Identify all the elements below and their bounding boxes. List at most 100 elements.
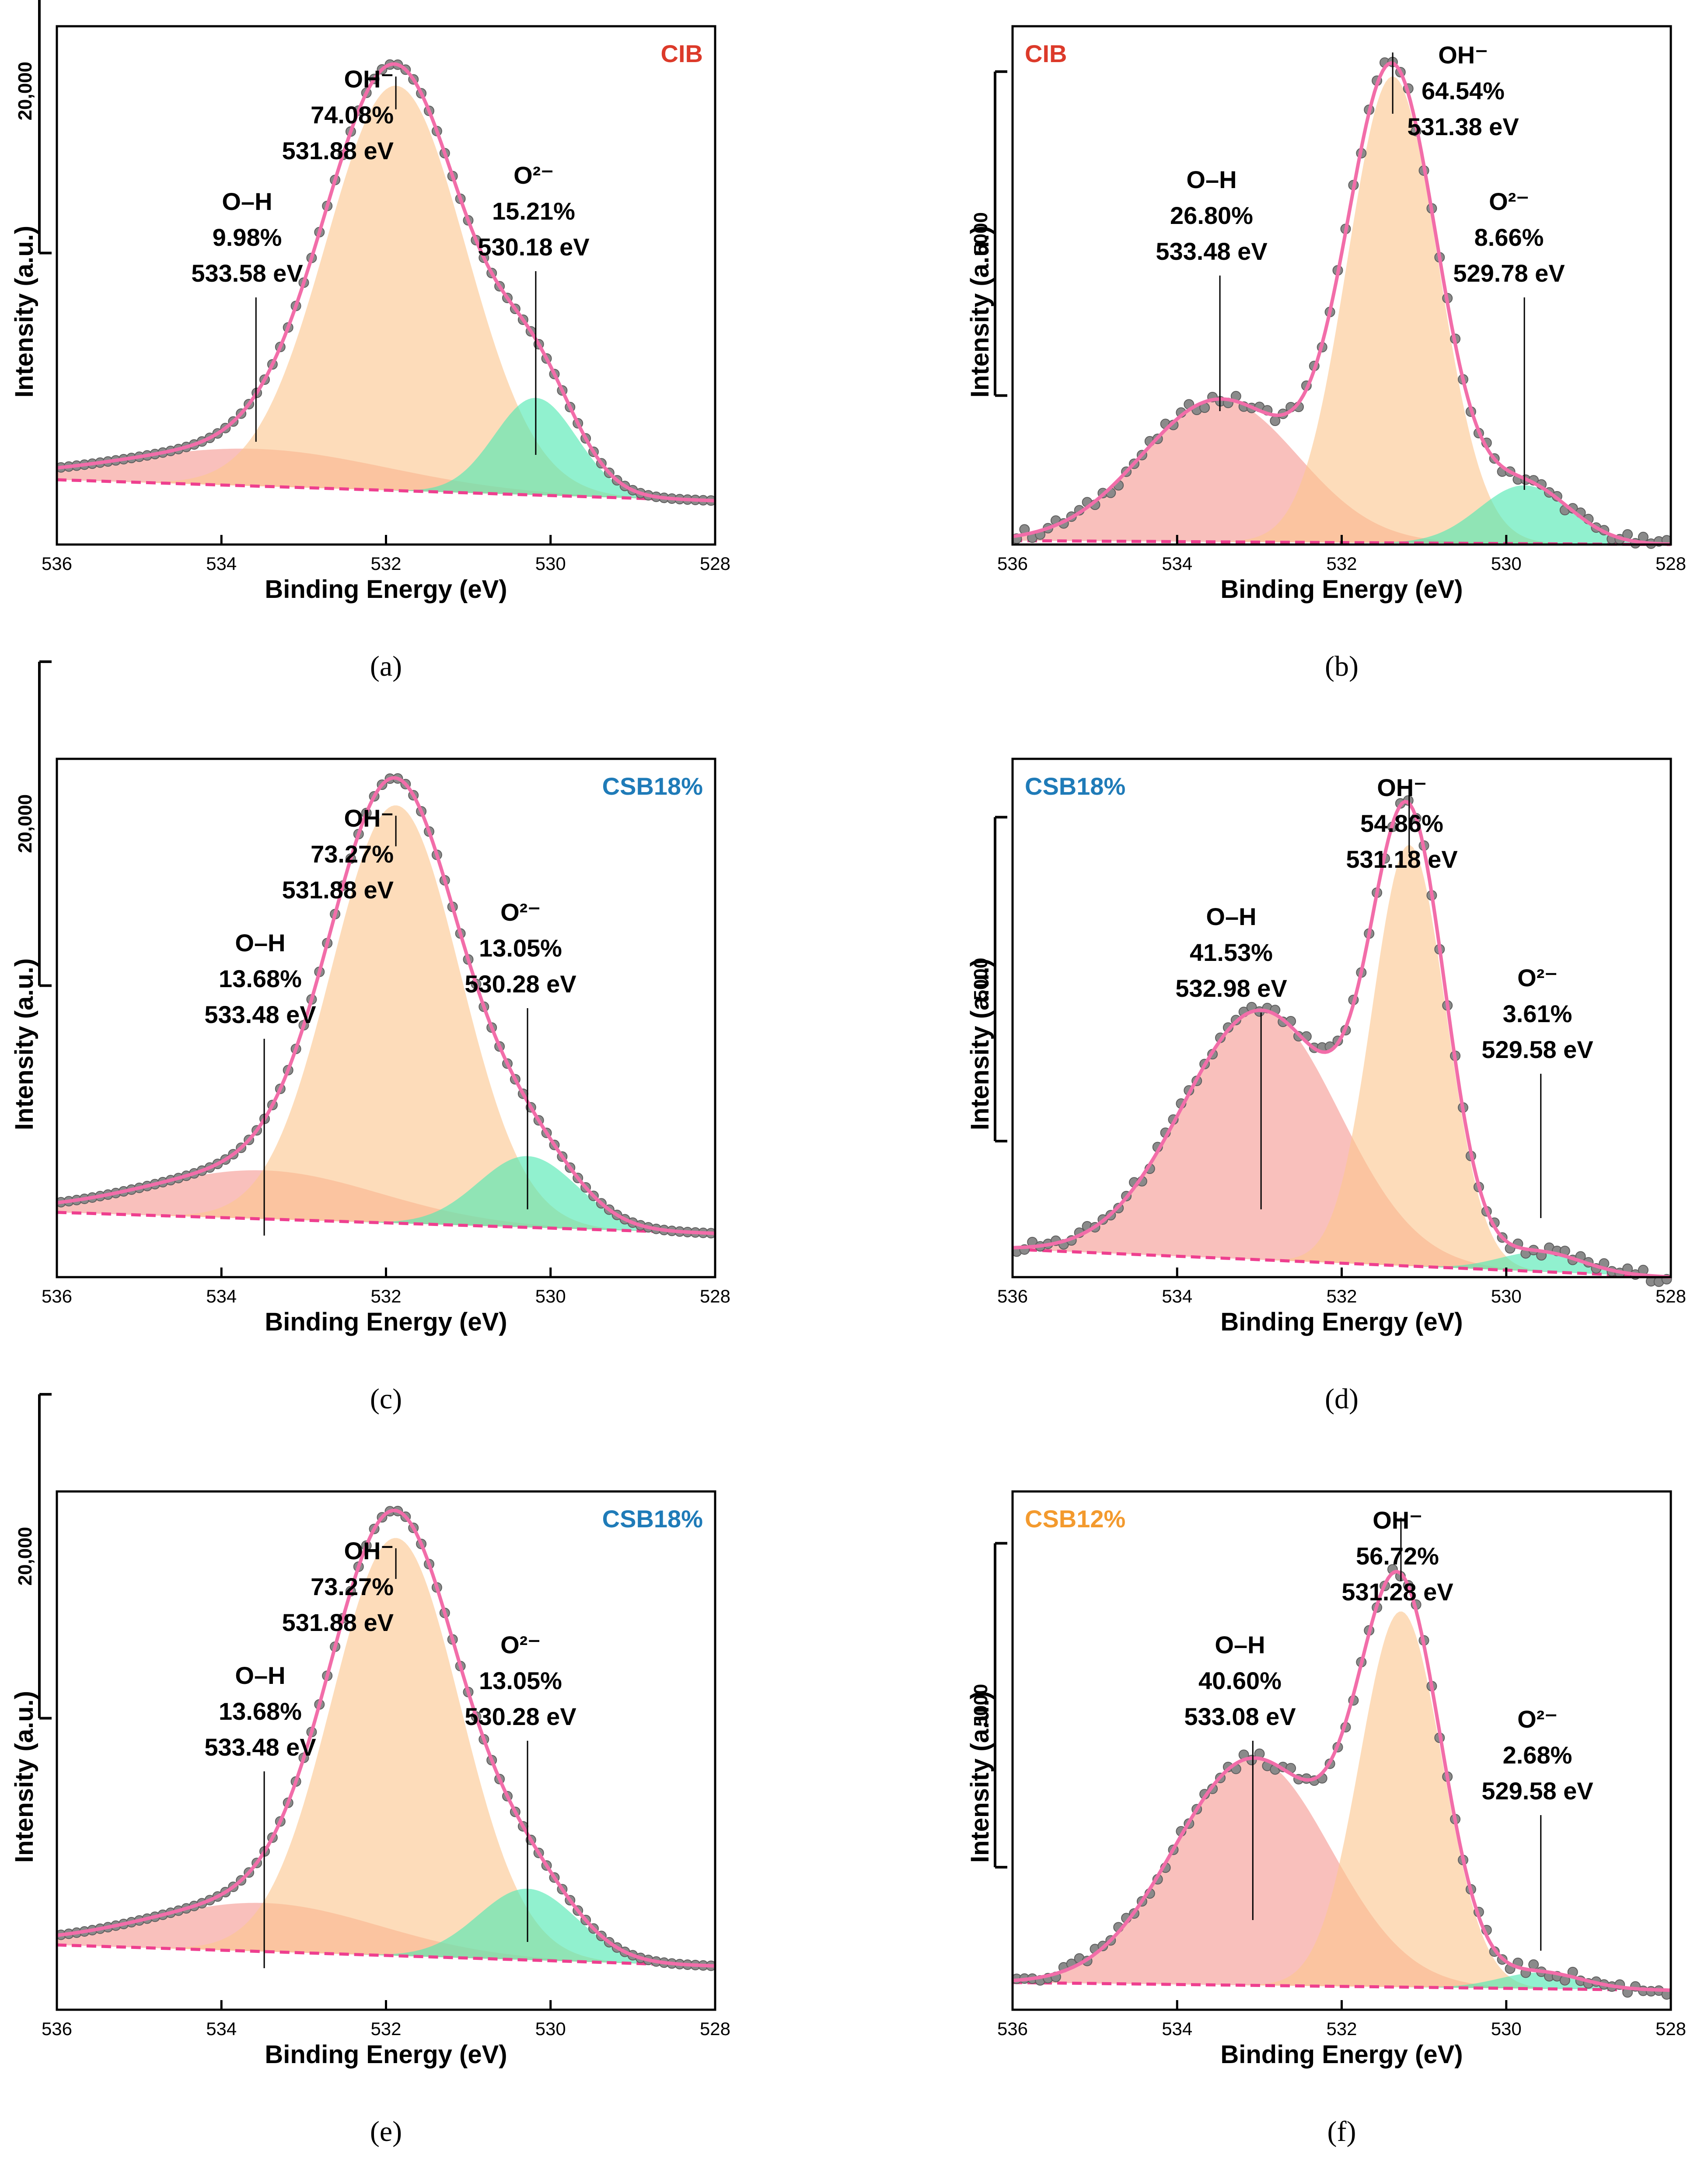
peak-binding-energy: 533.08 eV (1184, 1703, 1296, 1730)
peak-binding-energy: 529.58 eV (1481, 1777, 1593, 1805)
x-tick-label: 528 (700, 1286, 730, 1306)
peak-annotation: O²⁻ 13.05% 530.28 eV (465, 898, 576, 998)
baseline-line (56, 478, 716, 503)
panel-a: 536 534 532 530 528 Binding Energy (eV) Intens… (10, 0, 730, 682)
peak-binding-energy: 529.58 eV (1481, 1036, 1593, 1063)
peak-binding-energy: 531.88 eV (282, 137, 394, 164)
peak-percentage: 3.61% (1503, 1000, 1572, 1027)
envelope-curve (56, 776, 716, 1235)
panel-c: 536 534 532 530 528 Binding Energy (eV) Intens… (10, 660, 730, 1415)
peak-annotation: O²⁻ 2.68% 529.58 eV (1481, 1705, 1593, 1805)
x-tick-label: 536 (997, 1286, 1028, 1306)
x-tick-label: 536 (997, 553, 1028, 574)
peak-percentage: 54.86% (1360, 810, 1443, 837)
x-tick-label: 528 (1656, 1286, 1686, 1306)
x-tick-label: 534 (1162, 1286, 1192, 1306)
x-tick-label: 534 (206, 2018, 237, 2039)
peak-binding-energy: 532.98 eV (1175, 974, 1287, 1002)
peak-percentage: 56.72% (1356, 1542, 1439, 1570)
x-axis-title: Binding Energy (eV) (1220, 575, 1463, 604)
peak-binding-energy: 529.78 eV (1453, 259, 1565, 287)
y-axis-title: Intensity (a.u.) (10, 226, 38, 398)
peak-fill-oh-minus (57, 805, 715, 1233)
scale-bar-label: 20,000 (14, 62, 36, 121)
peak-name: O–H (1215, 1631, 1265, 1659)
peak-percentage: 13.05% (479, 934, 562, 962)
peak-percentage: 73.27% (311, 1573, 394, 1600)
peak-percentage: 13.68% (219, 1697, 302, 1725)
peak-percentage: 40.60% (1198, 1667, 1282, 1694)
x-axis-title: Binding Energy (eV) (265, 575, 507, 604)
peak-annotation: OH⁻ 56.72% 531.28 eV (1341, 1506, 1453, 1606)
x-tick-label: 536 (42, 2018, 72, 2039)
x-tick-label: 536 (42, 553, 72, 574)
baseline-line (1012, 1247, 1671, 1279)
x-tick-label: 532 (1326, 553, 1357, 574)
peak-annotation: O²⁻ 15.21% 530.18 eV (478, 161, 589, 261)
panel-caption: (d) (1325, 1383, 1359, 1415)
peak-percentage: 26.80% (1170, 202, 1253, 229)
peak-percentage: 74.08% (311, 101, 394, 129)
baseline-line (56, 1211, 716, 1235)
peak-percentage: 8.66% (1474, 223, 1544, 251)
peak-name: O–H (235, 929, 285, 957)
peak-annotation: O²⁻ 3.61% 529.58 eV (1481, 964, 1593, 1063)
panel-caption: (f) (1327, 2116, 1356, 2148)
y-axis-title: Intensity (a.u.) (10, 958, 38, 1130)
sample-label: CIB (661, 40, 703, 67)
x-tick-label: 534 (1162, 553, 1192, 574)
sample-label: CSB18% (602, 772, 703, 800)
peak-name: O²⁻ (1517, 964, 1558, 992)
x-tick-label: 532 (1326, 2018, 1357, 2039)
peak-name: OH⁻ (344, 65, 394, 93)
baseline-line (1012, 1981, 1671, 1992)
x-tick-label: 530 (1491, 2018, 1522, 2039)
peak-annotation: OH⁻ 54.86% 531.18 eV (1346, 774, 1457, 873)
envelope-curve (1012, 800, 1671, 1279)
peak-name: O²⁻ (1489, 188, 1529, 215)
peak-name: OH⁻ (1377, 774, 1427, 801)
raw-data-point (1528, 1959, 1539, 1970)
x-tick-label: 534 (206, 553, 237, 574)
panel-caption: (a) (370, 650, 402, 682)
peak-annotation: OH⁻ 73.27% 531.88 eV (282, 804, 394, 904)
peak-name: O²⁻ (1517, 1705, 1558, 1733)
scale-bar-label: 5000 (970, 958, 992, 1001)
x-tick-label: 528 (1656, 553, 1686, 574)
envelope-curve (1012, 61, 1671, 546)
x-tick-label: 530 (535, 553, 566, 574)
peak-percentage: 2.68% (1503, 1741, 1572, 1769)
peak-name: OH⁻ (1438, 41, 1488, 69)
x-tick-label: 532 (370, 2018, 401, 2039)
sample-label: CSB18% (602, 1505, 703, 1533)
peak-fill-o2-minus (57, 1156, 715, 1233)
x-tick-label: 528 (700, 2018, 730, 2039)
sample-label: CSB12% (1025, 1505, 1125, 1533)
peak-annotation: O²⁻ 13.05% 530.28 eV (465, 1631, 576, 1730)
peak-annotation: O–H 9.98% 533.58 eV (191, 188, 303, 287)
peak-fill-o2-minus (57, 398, 715, 501)
y-axis-title: Intensity (a.u.) (10, 1691, 38, 1863)
peak-percentage: 41.53% (1190, 939, 1273, 966)
peak-binding-energy: 533.48 eV (204, 1733, 316, 1761)
peak-annotation: O–H 41.53% 532.98 eV (1175, 903, 1287, 1002)
peak-name: O–H (235, 1662, 285, 1689)
peak-fill-o2-minus (1013, 485, 1671, 545)
x-tick-label: 532 (1326, 1286, 1357, 1306)
peak-percentage: 9.98% (213, 223, 282, 251)
peak-name: O–H (1186, 166, 1236, 193)
peak-binding-energy: 530.18 eV (478, 233, 589, 261)
peak-name: O²⁻ (500, 1631, 541, 1659)
scale-bar-label: 5000 (970, 1684, 992, 1727)
panel-d: 536 534 532 530 528 Binding Energy (eV) Intens… (966, 758, 1686, 1415)
x-tick-label: 528 (700, 553, 730, 574)
envelope-curve (1012, 1570, 1671, 1992)
peak-name: O–H (1206, 903, 1256, 930)
peak-binding-energy: 533.58 eV (191, 259, 303, 287)
panel-caption: (b) (1325, 650, 1359, 682)
baseline-line (56, 1943, 716, 1968)
panel-e: 536 534 532 530 528 Binding Energy (eV) Intens… (10, 1393, 730, 2148)
x-tick-label: 530 (1491, 1286, 1522, 1306)
scale-bar-label: 20,000 (14, 1527, 36, 1586)
peak-annotation: O–H 13.68% 533.48 eV (204, 929, 316, 1028)
